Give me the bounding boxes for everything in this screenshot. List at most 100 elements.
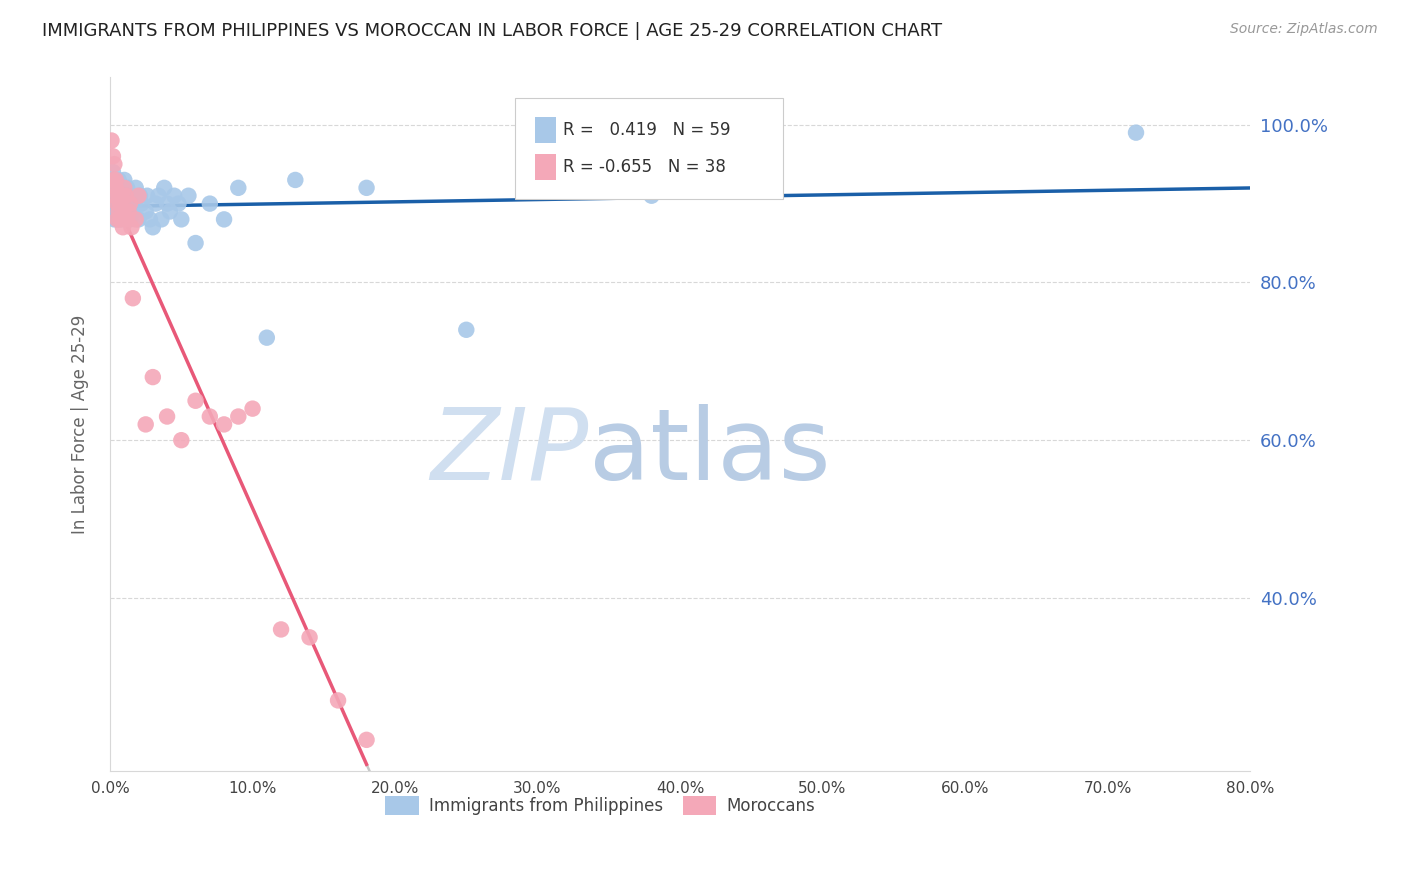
Point xyxy=(112,173,135,187)
Point xyxy=(118,212,141,227)
Point xyxy=(112,181,135,195)
Point xyxy=(100,196,122,211)
Point xyxy=(284,173,307,187)
Point xyxy=(326,693,349,707)
Point xyxy=(107,204,129,219)
Point xyxy=(456,323,478,337)
Point xyxy=(103,188,125,202)
Point xyxy=(122,291,145,305)
Point xyxy=(156,409,179,424)
Point xyxy=(103,173,125,187)
Point xyxy=(110,212,132,227)
Point xyxy=(256,331,278,345)
Point xyxy=(117,204,139,219)
Text: Source: ZipAtlas.com: Source: ZipAtlas.com xyxy=(1230,22,1378,37)
Point xyxy=(110,188,132,202)
Point xyxy=(114,188,136,202)
Point xyxy=(167,196,190,211)
Point xyxy=(101,165,124,179)
Point xyxy=(142,370,165,384)
FancyBboxPatch shape xyxy=(536,153,555,180)
Point xyxy=(110,181,132,195)
Point xyxy=(125,212,148,227)
Point xyxy=(108,196,131,211)
Point xyxy=(114,212,136,227)
Point xyxy=(170,212,193,227)
Point xyxy=(184,393,207,408)
Point xyxy=(159,204,181,219)
Point xyxy=(105,196,128,211)
Point xyxy=(105,181,128,195)
Point xyxy=(145,196,167,211)
Text: ZIP: ZIP xyxy=(430,404,589,500)
Point xyxy=(242,401,264,416)
Text: atlas: atlas xyxy=(589,404,831,500)
Point xyxy=(111,204,134,219)
Point xyxy=(212,212,235,227)
Point xyxy=(139,212,162,227)
Point xyxy=(103,188,125,202)
Point xyxy=(117,196,139,211)
Point xyxy=(107,188,129,202)
Point xyxy=(124,196,146,211)
Point xyxy=(226,409,249,424)
Point xyxy=(101,173,124,187)
Point xyxy=(108,212,131,227)
Point xyxy=(356,181,378,195)
Point xyxy=(640,188,662,202)
Point xyxy=(104,204,127,219)
FancyBboxPatch shape xyxy=(515,98,783,199)
Point xyxy=(125,181,148,195)
Point xyxy=(111,188,134,202)
Point xyxy=(131,196,153,211)
Point xyxy=(120,220,142,235)
Point xyxy=(135,417,157,432)
Point xyxy=(163,188,186,202)
Point xyxy=(298,630,321,644)
Point xyxy=(104,173,127,187)
Point xyxy=(103,157,125,171)
Point xyxy=(270,623,292,637)
Point xyxy=(148,188,170,202)
Point xyxy=(105,212,128,227)
Point xyxy=(122,204,145,219)
Point xyxy=(198,196,221,211)
Y-axis label: In Labor Force | Age 25-29: In Labor Force | Age 25-29 xyxy=(72,315,89,534)
Point xyxy=(212,417,235,432)
Point xyxy=(104,188,127,202)
Point xyxy=(105,196,128,211)
Point xyxy=(115,181,138,195)
Point xyxy=(111,220,134,235)
Point xyxy=(136,188,159,202)
Point xyxy=(107,188,129,202)
Point xyxy=(111,204,134,219)
Point xyxy=(105,212,128,227)
Point xyxy=(101,149,124,163)
Point xyxy=(142,220,165,235)
Text: IMMIGRANTS FROM PHILIPPINES VS MOROCCAN IN LABOR FORCE | AGE 25-29 CORRELATION C: IMMIGRANTS FROM PHILIPPINES VS MOROCCAN … xyxy=(42,22,942,40)
Point xyxy=(150,212,173,227)
Text: R = -0.655   N = 38: R = -0.655 N = 38 xyxy=(562,158,725,176)
Point xyxy=(114,188,136,202)
Point xyxy=(108,188,131,202)
Point xyxy=(101,181,124,195)
FancyBboxPatch shape xyxy=(536,117,555,144)
Point xyxy=(112,196,135,211)
Point xyxy=(184,235,207,250)
Point xyxy=(135,204,157,219)
Point xyxy=(110,196,132,211)
Point xyxy=(226,181,249,195)
Point xyxy=(128,212,150,227)
Point xyxy=(108,204,131,219)
Point xyxy=(108,196,131,211)
Point xyxy=(198,409,221,424)
Point xyxy=(107,173,129,187)
Point xyxy=(115,212,138,227)
Point xyxy=(118,196,141,211)
Point xyxy=(129,188,152,202)
Point xyxy=(170,433,193,447)
Point xyxy=(153,181,176,195)
Point xyxy=(177,188,200,202)
Legend: Immigrants from Philippines, Moroccans: Immigrants from Philippines, Moroccans xyxy=(385,796,815,815)
Point xyxy=(100,134,122,148)
